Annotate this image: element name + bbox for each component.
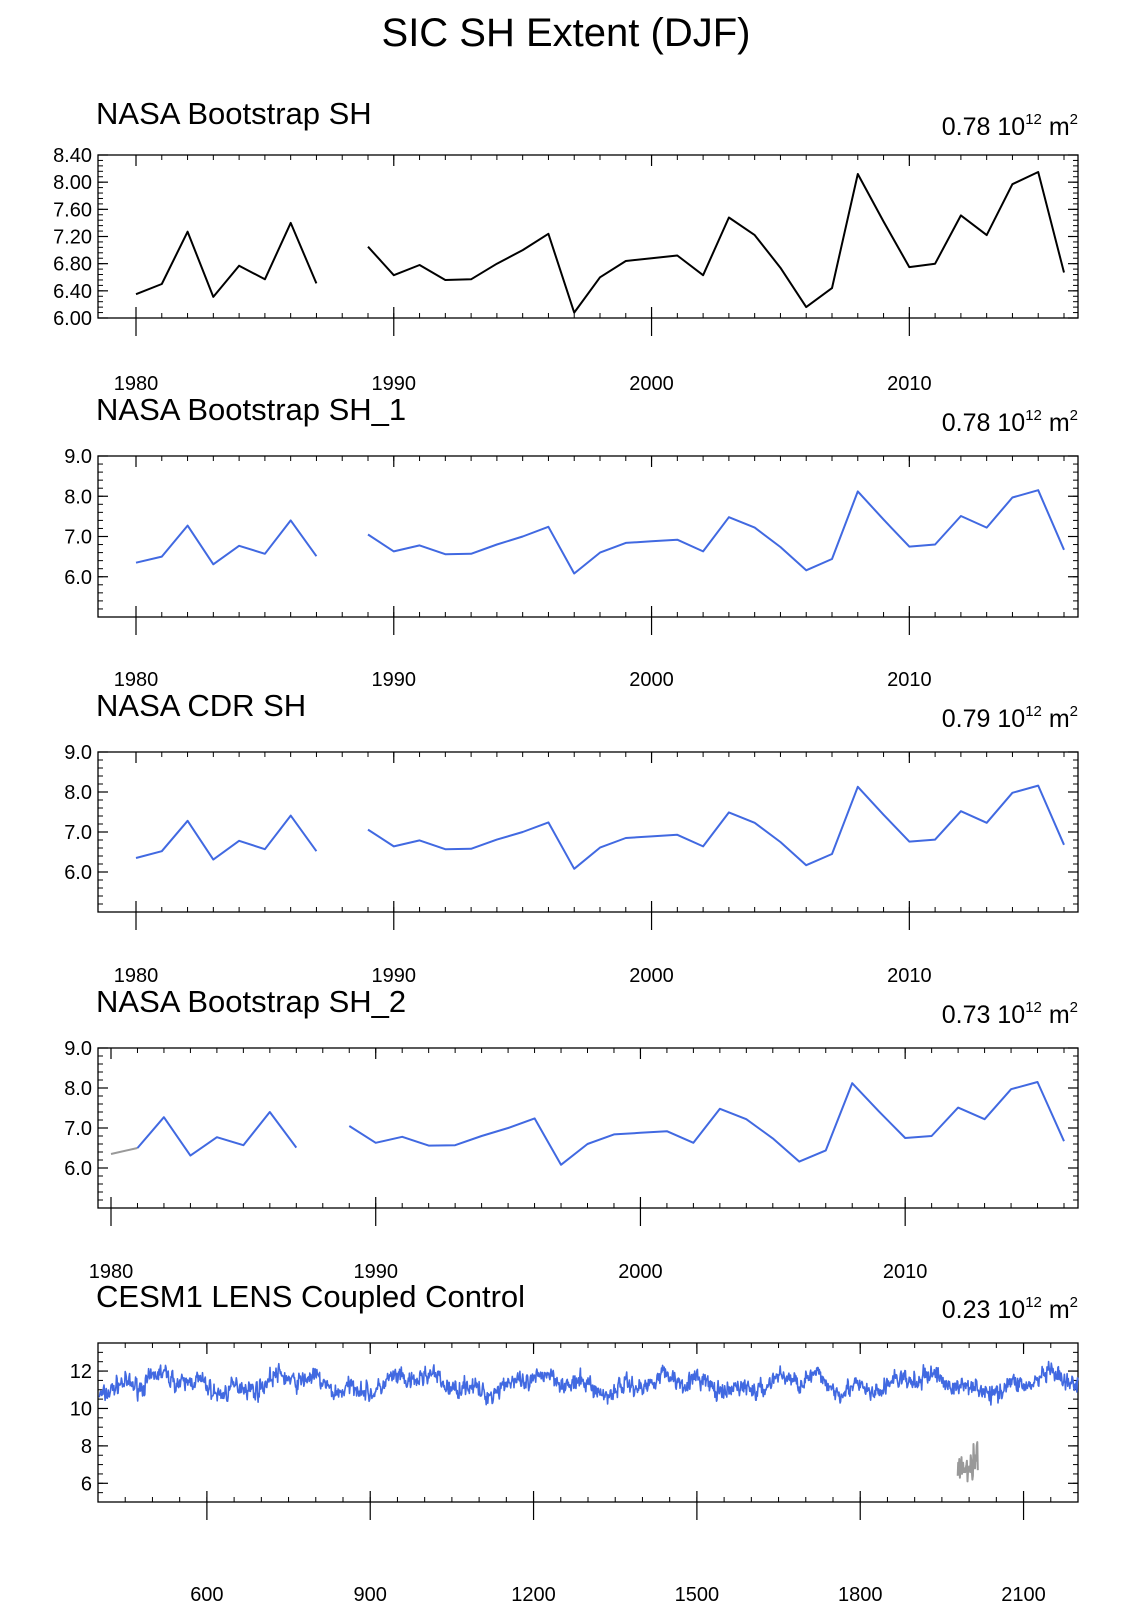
x-tick-label: 1980 (114, 669, 159, 691)
y-tick-label: 6.00 (53, 308, 92, 330)
x-tick-label: 1980 (114, 373, 159, 395)
x-tick-label: 1980 (114, 965, 159, 987)
y-tick-label: 10 (70, 1398, 92, 1420)
x-tick-label: 1980 (89, 1261, 134, 1283)
y-tick-label: 8.00 (53, 172, 92, 194)
y-tick-label: 8.0 (64, 1078, 92, 1100)
x-tick-label: 1990 (372, 669, 417, 691)
series-line-model (135, 814, 318, 861)
y-tick-label: 8.0 (64, 486, 92, 508)
series-line-obs (367, 171, 1065, 314)
series-line-obs (135, 221, 318, 298)
y-tick-label: 6.80 (53, 254, 92, 276)
plot-frame (97, 751, 1079, 913)
x-tick-label: 1200 (511, 1584, 556, 1606)
series-line-model (136, 1111, 298, 1157)
series-line-model (367, 489, 1065, 575)
panel-5: CESM1 LENS Coupled Control 0.23 1012 m2 6 8… (70, 1279, 1079, 1606)
y-tick-label: 7.20 (53, 227, 92, 249)
panel-2: NASA Bootstrap SH_1 0.78 1012 m2 6.0 7.0 8.0… (64, 392, 1079, 691)
x-tick-label: 900 (354, 1584, 387, 1606)
x-tick-label: 1990 (353, 1261, 398, 1283)
panel-title: NASA Bootstrap SH_2 (96, 984, 406, 1019)
panel-3: NASA CDR SH 0.79 1012 m2 6.0 7.0 8.0 9.0 1980 1… (64, 688, 1079, 987)
panel-stat: 0.23 1012 m2 (942, 1294, 1078, 1324)
y-tick-label: 6 (81, 1473, 92, 1495)
y-tick-label: 9.0 (64, 742, 92, 764)
x-tick-label: 2000 (618, 1261, 663, 1283)
plot-frame (97, 1047, 1079, 1209)
x-tick-label: 2000 (629, 669, 674, 691)
panel-title: CESM1 LENS Coupled Control (96, 1279, 525, 1314)
y-tick-label: 6.0 (64, 862, 92, 884)
y-tick-label: 9.0 (64, 1038, 92, 1060)
y-tick-label: 6.0 (64, 567, 92, 589)
panel-1: NASA Bootstrap SH 0.78 1012 m2 6.00 6.40 6.8… (53, 96, 1079, 395)
series-line-model (348, 1081, 1065, 1166)
y-tick-label: 6.40 (53, 281, 92, 303)
series-line-model (367, 784, 1065, 870)
panel-4: NASA Bootstrap SH_2 0.73 1012 m2 6.0 7.0 8.0… (64, 984, 1079, 1283)
panel-stat: 0.78 1012 m2 (942, 407, 1078, 437)
x-tick-label: 1990 (372, 373, 417, 395)
y-tick-label: 8.40 (53, 145, 92, 167)
x-tick-label: 2010 (887, 669, 932, 691)
panel-stat: 0.79 1012 m2 (942, 703, 1078, 733)
y-tick-label: 9.0 (64, 446, 92, 468)
x-tick-label: 600 (190, 1584, 223, 1606)
panel-stat: 0.78 1012 m2 (942, 111, 1078, 141)
x-tick-label: 2000 (629, 373, 674, 395)
series-line-obs (956, 1441, 979, 1483)
panel-title: NASA CDR SH (96, 688, 306, 723)
series-line-control (98, 1360, 1079, 1406)
x-tick-label: 2010 (887, 373, 932, 395)
y-tick-label: 8 (81, 1436, 92, 1458)
series-line-model (135, 519, 318, 566)
plot-frame (97, 455, 1079, 618)
x-tick-label: 1500 (675, 1584, 720, 1606)
x-tick-label: 2010 (887, 965, 932, 987)
panel-title: NASA Bootstrap SH (96, 96, 372, 131)
panel-stat: 0.73 1012 m2 (942, 999, 1078, 1029)
y-tick-label: 7.0 (64, 1118, 92, 1140)
panel-title: NASA Bootstrap SH_1 (96, 392, 406, 427)
x-tick-label: 1800 (838, 1584, 883, 1606)
x-tick-label: 1990 (372, 965, 417, 987)
y-tick-label: 7.0 (64, 527, 92, 549)
y-tick-label: 12 (70, 1361, 92, 1383)
x-tick-label: 2100 (1001, 1584, 1046, 1606)
x-tick-label: 2000 (629, 965, 674, 987)
y-tick-label: 7.60 (53, 199, 92, 221)
x-tick-label: 2010 (883, 1261, 928, 1283)
y-tick-label: 7.0 (64, 822, 92, 844)
series-line-obs (110, 1147, 138, 1155)
y-tick-label: 8.0 (64, 782, 92, 804)
y-tick-label: 6.0 (64, 1158, 92, 1180)
figure-title: SIC SH Extent (DJF) (382, 11, 751, 55)
